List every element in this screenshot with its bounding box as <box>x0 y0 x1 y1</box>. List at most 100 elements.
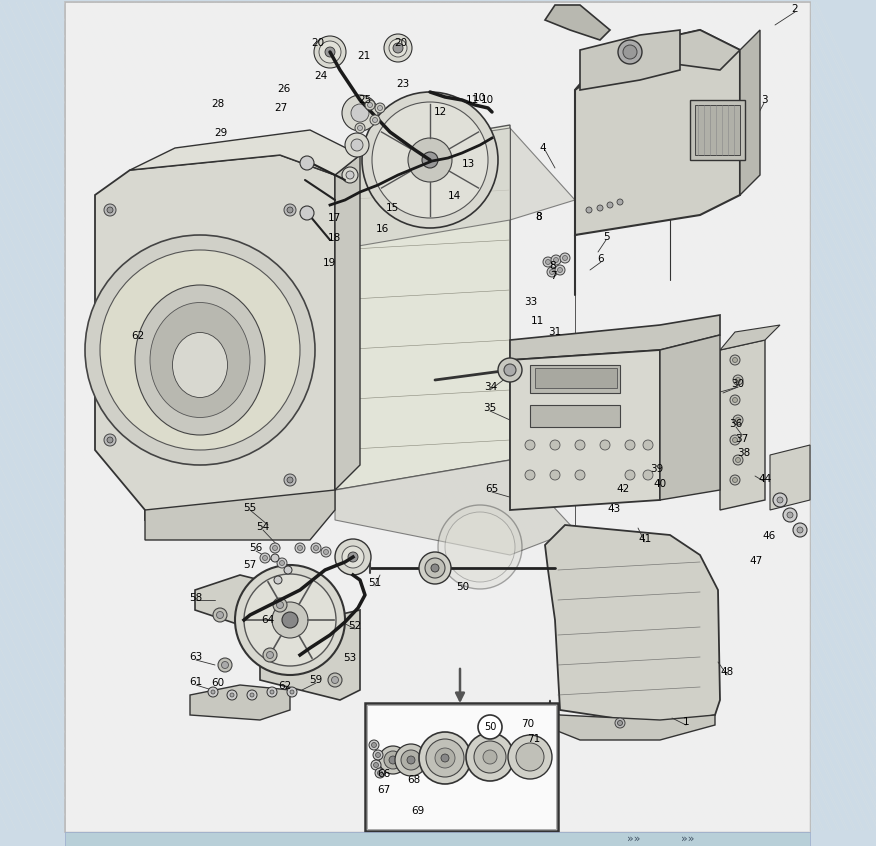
Text: 16: 16 <box>376 224 389 234</box>
Circle shape <box>623 45 637 59</box>
Circle shape <box>247 690 257 700</box>
Circle shape <box>263 648 277 662</box>
Text: 25: 25 <box>358 95 371 105</box>
Circle shape <box>586 207 592 213</box>
Circle shape <box>787 512 793 518</box>
Polygon shape <box>190 685 290 720</box>
Circle shape <box>325 47 335 57</box>
Polygon shape <box>335 125 510 490</box>
Text: 63: 63 <box>189 652 202 662</box>
Circle shape <box>222 662 229 668</box>
Circle shape <box>773 493 787 507</box>
Text: 54: 54 <box>257 522 270 532</box>
Circle shape <box>508 735 552 779</box>
Circle shape <box>230 693 234 697</box>
Text: 38: 38 <box>738 448 751 458</box>
Circle shape <box>375 103 385 113</box>
Text: 7: 7 <box>549 271 556 281</box>
Circle shape <box>730 395 740 405</box>
Circle shape <box>328 673 342 687</box>
Polygon shape <box>335 155 360 490</box>
Bar <box>367 705 556 829</box>
Text: 10: 10 <box>472 93 485 103</box>
Circle shape <box>730 475 740 485</box>
Text: 40: 40 <box>653 479 667 489</box>
Circle shape <box>260 553 270 563</box>
Circle shape <box>730 435 740 445</box>
Circle shape <box>384 751 402 769</box>
Text: 58: 58 <box>189 593 202 603</box>
Text: »»: »» <box>627 834 640 844</box>
Circle shape <box>393 43 403 53</box>
Text: 60: 60 <box>211 678 224 688</box>
Circle shape <box>351 104 369 122</box>
Circle shape <box>284 474 296 486</box>
Text: 33: 33 <box>525 297 538 307</box>
Text: »»: »» <box>682 834 695 844</box>
Circle shape <box>379 746 407 774</box>
Circle shape <box>478 715 502 739</box>
Circle shape <box>319 41 341 63</box>
Circle shape <box>314 36 346 68</box>
Circle shape <box>274 576 282 584</box>
Polygon shape <box>95 155 335 520</box>
Text: 66: 66 <box>378 769 391 779</box>
Polygon shape <box>130 130 360 175</box>
Circle shape <box>618 721 623 726</box>
Text: 71: 71 <box>527 734 540 744</box>
Circle shape <box>372 102 488 218</box>
Circle shape <box>504 364 516 376</box>
Circle shape <box>331 677 338 684</box>
Circle shape <box>431 564 439 572</box>
Polygon shape <box>770 445 810 510</box>
Circle shape <box>272 546 278 551</box>
Text: 4: 4 <box>540 143 547 153</box>
Polygon shape <box>510 350 660 510</box>
Circle shape <box>797 527 803 533</box>
Polygon shape <box>575 30 740 90</box>
Polygon shape <box>720 340 765 510</box>
Text: 42: 42 <box>617 484 630 494</box>
Circle shape <box>277 602 284 608</box>
Circle shape <box>348 552 358 562</box>
Circle shape <box>345 133 369 157</box>
Circle shape <box>104 204 116 216</box>
Polygon shape <box>548 700 715 740</box>
Ellipse shape <box>173 332 228 398</box>
Circle shape <box>357 125 363 130</box>
Circle shape <box>323 550 328 554</box>
Circle shape <box>100 250 300 450</box>
Circle shape <box>560 253 570 263</box>
Text: 43: 43 <box>607 504 620 514</box>
Circle shape <box>408 138 452 182</box>
Polygon shape <box>195 575 360 700</box>
Circle shape <box>550 440 560 450</box>
Circle shape <box>732 437 738 442</box>
Circle shape <box>267 687 277 697</box>
Text: 51: 51 <box>369 578 382 588</box>
Circle shape <box>516 743 544 771</box>
Text: 8: 8 <box>536 212 542 222</box>
Text: 24: 24 <box>314 71 328 81</box>
Circle shape <box>550 470 560 480</box>
Circle shape <box>85 235 315 465</box>
Polygon shape <box>720 325 780 350</box>
Circle shape <box>426 739 464 777</box>
Circle shape <box>342 95 378 131</box>
Circle shape <box>378 106 383 111</box>
Circle shape <box>643 470 653 480</box>
Bar <box>65 2 810 832</box>
Circle shape <box>733 415 743 425</box>
Circle shape <box>211 690 215 694</box>
Polygon shape <box>660 335 720 500</box>
Text: 23: 23 <box>396 79 410 89</box>
Circle shape <box>733 455 743 465</box>
Circle shape <box>730 355 740 365</box>
Circle shape <box>777 497 783 503</box>
Circle shape <box>575 440 585 450</box>
Polygon shape <box>510 315 720 360</box>
Text: 35: 35 <box>484 403 497 413</box>
Circle shape <box>557 267 562 272</box>
Text: 68: 68 <box>407 775 420 785</box>
Circle shape <box>372 118 378 123</box>
